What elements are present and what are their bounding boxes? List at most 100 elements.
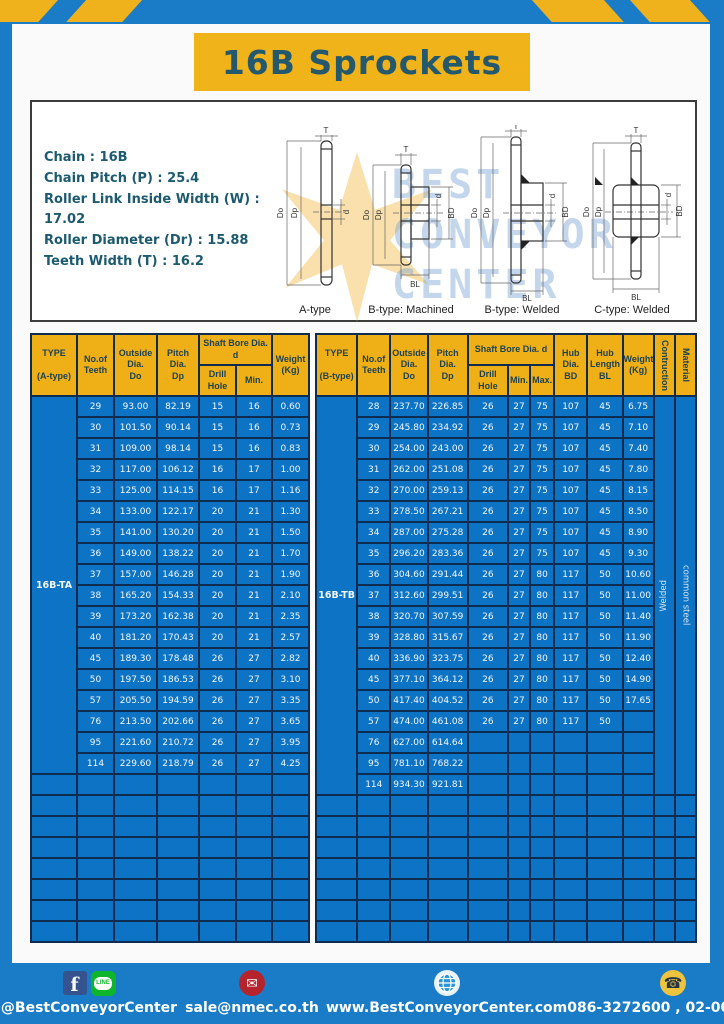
mail-icon[interactable]: ✉ bbox=[239, 970, 265, 996]
col-header-shaft-bore: Shaft Bore Dia. d bbox=[197, 333, 274, 366]
table-cell: 50 bbox=[586, 689, 624, 712]
table-cell: 26 bbox=[198, 710, 237, 733]
table-cell bbox=[553, 773, 589, 796]
footer-website: www.BestConveyorCenter.com bbox=[326, 963, 567, 1024]
table-cell bbox=[673, 815, 698, 838]
table-cell bbox=[553, 752, 589, 775]
table-cell bbox=[652, 920, 676, 943]
table-cell bbox=[529, 773, 556, 796]
table-cell: 82.19 bbox=[156, 395, 200, 418]
table-cell: 39 bbox=[76, 605, 115, 628]
table-cell: 75 bbox=[529, 416, 556, 439]
table-cell bbox=[156, 773, 200, 796]
table-cell: 162.38 bbox=[156, 605, 200, 628]
table-cell bbox=[466, 878, 509, 901]
table-cell: 768.22 bbox=[426, 752, 469, 775]
table-cell bbox=[426, 878, 469, 901]
table-cell bbox=[506, 752, 532, 775]
table-row: 39 173.20 162.38 20 21 2.35 bbox=[31, 605, 311, 628]
table-cell: 27 bbox=[506, 710, 532, 733]
drawing-b-type-welded: T Do Dp d BD BL B-type: Welded bbox=[465, 108, 579, 316]
table-cell: 20 bbox=[198, 626, 237, 649]
globe-icon[interactable] bbox=[433, 970, 460, 996]
table-cell: 117 bbox=[553, 605, 589, 628]
table-cell bbox=[271, 815, 311, 838]
table-row: 32 270.00 259.13 26 27 75 107 45 8.15 bbox=[316, 479, 696, 502]
table-cell: 27 bbox=[234, 752, 274, 775]
table-row: 32 117.00 106.12 16 17 1.00 bbox=[31, 458, 311, 481]
table-cell: 31 bbox=[356, 458, 392, 481]
table-cell: 26 bbox=[466, 584, 509, 607]
table-cell: 149.00 bbox=[113, 542, 158, 565]
svg-text:BD: BD bbox=[447, 207, 456, 218]
svg-text:BL: BL bbox=[522, 294, 532, 303]
table-cell bbox=[198, 878, 237, 901]
table-row: 33 125.00 114.15 16 17 1.16 bbox=[31, 479, 311, 502]
table-cell bbox=[621, 878, 655, 901]
table-cell bbox=[113, 857, 158, 880]
table-cell bbox=[553, 920, 589, 943]
table-cell: 26 bbox=[466, 668, 509, 691]
table-cell: 11.00 bbox=[621, 584, 655, 607]
table-cell bbox=[234, 920, 274, 943]
table-cell: 627.00 bbox=[389, 731, 429, 754]
table-cell: 26 bbox=[466, 416, 509, 439]
table-cell: 57 bbox=[356, 710, 392, 733]
table-cell: 16 bbox=[234, 395, 274, 418]
empty-table-row bbox=[314, 836, 698, 859]
table-row: 114 934.30 921.81 bbox=[316, 773, 696, 796]
col-header-pitch-dia: Pitch Dia. Dp bbox=[156, 333, 200, 397]
table-cell: 30 bbox=[356, 437, 392, 460]
table-cell bbox=[76, 815, 115, 838]
table-cell: 80 bbox=[529, 605, 556, 628]
col-header-type: TYPE (A-type) bbox=[30, 333, 78, 397]
table-cell: 26 bbox=[466, 521, 509, 544]
table-cell: 8.50 bbox=[621, 500, 655, 523]
table-cell: 45 bbox=[76, 647, 115, 670]
table-cell bbox=[271, 920, 311, 943]
table-cell: 1.70 bbox=[271, 542, 311, 565]
table-cell bbox=[652, 836, 676, 859]
phone-icon[interactable]: ☎ bbox=[660, 970, 687, 996]
svg-text:d: d bbox=[342, 210, 351, 214]
svg-text:BL: BL bbox=[410, 280, 420, 289]
footer-social: f LINE @BestConveyorCenter bbox=[0, 963, 178, 1024]
table-cell bbox=[426, 920, 469, 943]
table-cell bbox=[30, 794, 78, 817]
table-cell: 45 bbox=[586, 500, 624, 523]
table-cell: 45 bbox=[586, 458, 624, 481]
table-cell: 45 bbox=[586, 395, 624, 418]
table-cell bbox=[271, 878, 311, 901]
drawing-caption: B-type: Machined bbox=[368, 304, 454, 316]
table-cell: 130.20 bbox=[156, 521, 200, 544]
table-row: 57 474.00 461.08 26 27 80 117 50 bbox=[316, 710, 696, 733]
table-row: 40 181.20 170.43 20 21 2.57 bbox=[31, 626, 311, 649]
line-icon[interactable]: LINE bbox=[90, 970, 116, 996]
table-cell: 95 bbox=[356, 752, 392, 775]
table-cell bbox=[621, 857, 655, 880]
table-cell bbox=[426, 815, 469, 838]
email-address: sale@nmec.co.th bbox=[185, 1000, 319, 1016]
table-cell: 2.57 bbox=[271, 626, 311, 649]
empty-table-row bbox=[314, 878, 698, 901]
table-cell: 27 bbox=[506, 437, 532, 460]
table-cell: 50 bbox=[586, 647, 624, 670]
table-cell bbox=[621, 899, 655, 922]
table-cell: 27 bbox=[506, 416, 532, 439]
table-cell: 37 bbox=[356, 584, 392, 607]
table-cell bbox=[198, 899, 237, 922]
table-cell: 93.00 bbox=[113, 395, 158, 418]
table-row: 36 149.00 138.22 20 21 1.70 bbox=[31, 542, 311, 565]
table-cell bbox=[156, 857, 200, 880]
table-cell: 221.60 bbox=[113, 731, 158, 754]
facebook-icon[interactable]: f bbox=[62, 971, 87, 995]
table-cell bbox=[389, 836, 429, 859]
table-cell: 21 bbox=[234, 626, 274, 649]
empty-table-row bbox=[30, 878, 311, 901]
table-cell bbox=[466, 857, 509, 880]
table-cell bbox=[529, 899, 556, 922]
table-cell: 27 bbox=[234, 647, 274, 670]
hazard-stripe bbox=[528, 0, 624, 22]
table-cell: 27 bbox=[234, 710, 274, 733]
table-cell: 133.00 bbox=[113, 500, 158, 523]
